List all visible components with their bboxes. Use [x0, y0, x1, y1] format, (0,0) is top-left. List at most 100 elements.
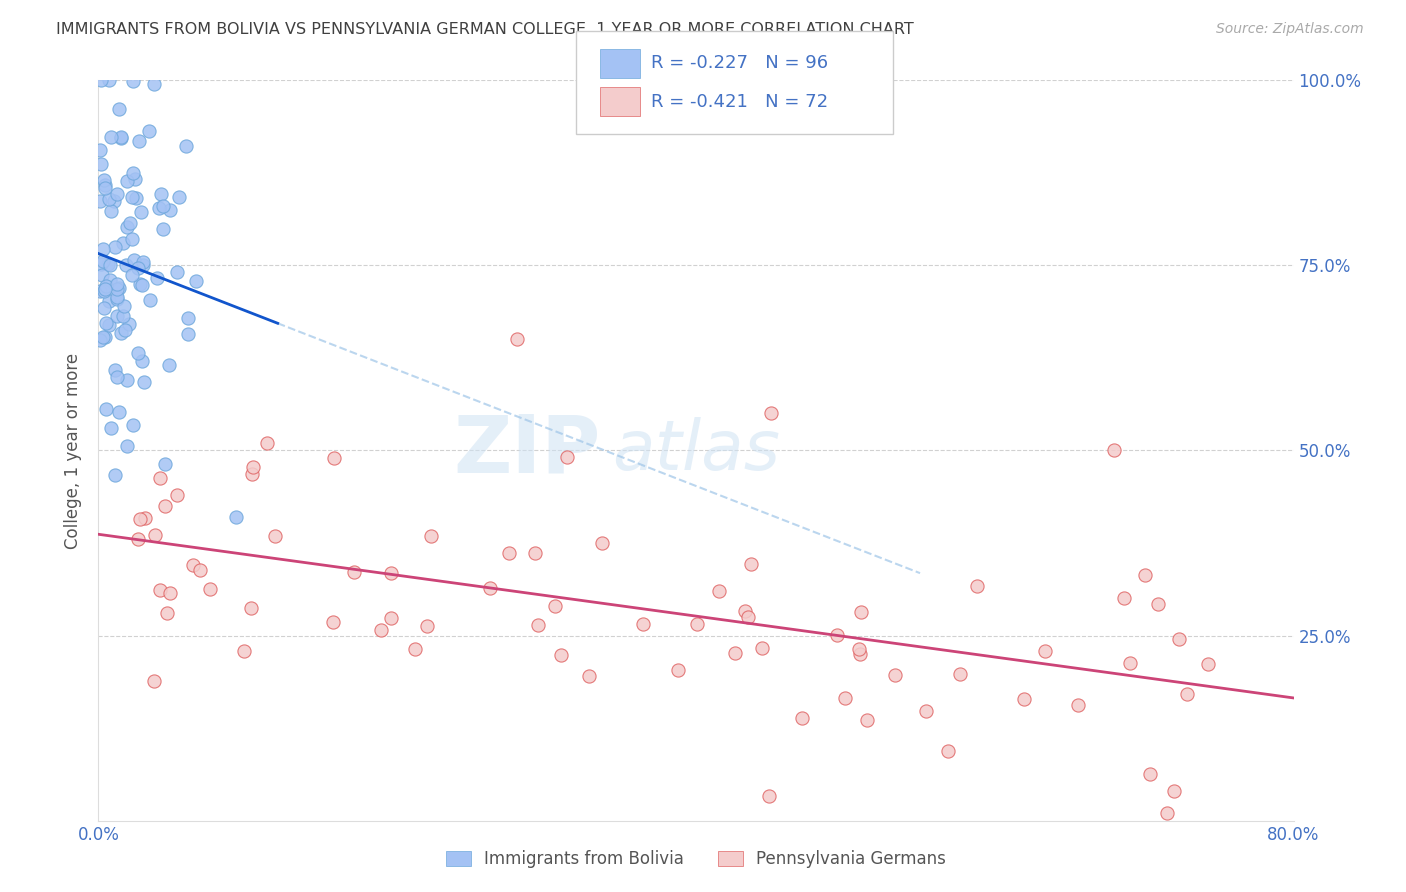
Point: [966, 579, 988, 593]
Point: [121, 166, 143, 180]
Point: [122, 252, 145, 267]
Point: [127, 532, 149, 546]
Point: [132, 254, 155, 268]
Point: [98, 273, 121, 287]
Point: [498, 546, 520, 560]
Point: [103, 194, 125, 208]
Point: [848, 647, 870, 661]
Point: [104, 468, 127, 483]
Point: [131, 354, 153, 368]
Point: [936, 744, 959, 758]
Point: [1133, 567, 1156, 582]
Point: [225, 509, 247, 524]
Point: [256, 436, 278, 450]
Point: [1104, 443, 1126, 458]
Point: [633, 617, 655, 632]
Point: [740, 557, 762, 571]
Point: [124, 191, 146, 205]
Point: [420, 529, 443, 543]
Point: [166, 265, 188, 279]
Point: [322, 450, 344, 465]
Point: [856, 713, 879, 727]
Point: [89, 284, 111, 298]
Point: [550, 648, 572, 662]
Point: [707, 583, 730, 598]
Point: [104, 363, 127, 377]
Point: [121, 190, 143, 204]
Point: [322, 615, 344, 629]
Point: [96, 402, 118, 417]
Point: [181, 558, 204, 572]
Point: [1197, 657, 1219, 671]
Point: [90, 73, 112, 87]
Point: [90, 257, 112, 271]
Point: [98, 318, 121, 332]
Point: [591, 536, 613, 550]
Point: [134, 510, 156, 524]
Point: [149, 470, 172, 484]
Point: [1167, 632, 1189, 647]
Point: [97, 73, 120, 87]
Text: R = -0.421   N = 72: R = -0.421 N = 72: [651, 93, 828, 111]
Point: [167, 190, 190, 204]
Point: [94, 178, 117, 192]
Point: [555, 450, 578, 464]
Point: [240, 601, 263, 615]
Point: [157, 358, 180, 372]
Text: R = -0.227   N = 96: R = -0.227 N = 96: [651, 54, 828, 72]
Point: [751, 641, 773, 656]
Point: [380, 611, 402, 625]
Point: [114, 323, 136, 337]
Point: [105, 187, 128, 202]
Point: [131, 278, 153, 293]
Point: [759, 407, 782, 421]
Point: [93, 301, 115, 315]
Point: [416, 619, 439, 633]
Point: [1112, 591, 1135, 605]
Point: [90, 157, 112, 171]
Point: [115, 439, 138, 453]
Point: [122, 418, 145, 433]
Point: [94, 316, 117, 330]
Point: [107, 281, 129, 295]
Point: [139, 293, 162, 307]
Point: [115, 373, 138, 387]
Point: [89, 334, 111, 348]
Point: [115, 219, 138, 234]
Point: [105, 370, 128, 384]
Point: [93, 330, 115, 344]
Point: [115, 174, 138, 188]
Point: [104, 240, 127, 254]
Point: [404, 641, 426, 656]
Point: [1175, 688, 1198, 702]
Point: [93, 284, 115, 298]
Point: [506, 332, 529, 346]
Point: [242, 467, 264, 481]
Point: [834, 691, 856, 706]
Point: [524, 546, 547, 560]
Point: [91, 268, 114, 283]
Point: [1035, 644, 1057, 658]
Point: [93, 254, 115, 268]
Y-axis label: College, 1 year or more: College, 1 year or more: [65, 352, 83, 549]
Point: [156, 606, 179, 620]
Point: [110, 129, 132, 144]
Point: [145, 528, 167, 542]
Point: [177, 327, 200, 342]
Point: [142, 77, 165, 91]
Point: [153, 457, 176, 471]
Point: [146, 270, 169, 285]
Point: [122, 74, 145, 88]
Point: [152, 199, 174, 213]
Point: [105, 290, 128, 304]
Point: [370, 623, 392, 637]
Point: [111, 236, 134, 251]
Point: [132, 258, 155, 272]
Point: [1012, 692, 1035, 706]
Point: [93, 330, 115, 344]
Point: [174, 138, 197, 153]
Point: [128, 134, 150, 148]
Point: [96, 278, 118, 293]
Point: [129, 512, 152, 526]
Text: Source: ZipAtlas.com: Source: ZipAtlas.com: [1216, 22, 1364, 37]
